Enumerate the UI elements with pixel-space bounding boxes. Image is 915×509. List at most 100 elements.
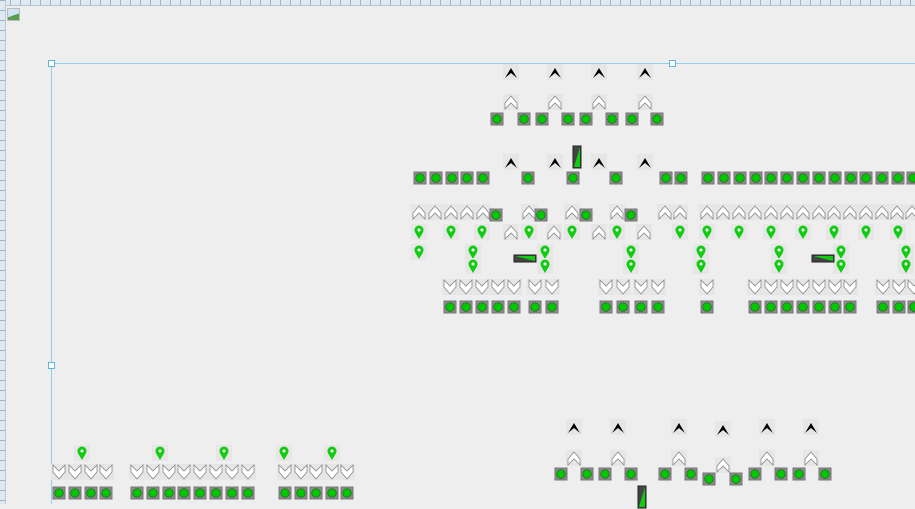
- chevron-down-white-icon[interactable]: [811, 279, 827, 295]
- chevron-up-black-icon[interactable]: [803, 419, 819, 435]
- map-pin-icon[interactable]: [411, 224, 427, 240]
- status-led-icon[interactable]: [779, 299, 795, 315]
- chevron-down-white-icon[interactable]: [145, 464, 161, 480]
- status-led-icon[interactable]: [763, 170, 779, 186]
- status-led-icon[interactable]: [544, 299, 560, 315]
- chevron-up-black-icon[interactable]: [759, 419, 775, 435]
- map-pin-icon[interactable]: [699, 224, 715, 240]
- chevron-up-white-icon[interactable]: [566, 450, 582, 466]
- chevron-down-white-icon[interactable]: [192, 464, 208, 480]
- status-led-icon[interactable]: [811, 170, 827, 186]
- chevron-down-white-icon[interactable]: [161, 464, 177, 480]
- status-led-icon[interactable]: [890, 170, 906, 186]
- chevron-up-white-icon[interactable]: [842, 204, 858, 220]
- status-led-icon[interactable]: [527, 299, 543, 315]
- chevron-down-white-icon[interactable]: [176, 464, 192, 480]
- status-led-icon[interactable]: [779, 170, 795, 186]
- map-pin-icon[interactable]: [898, 258, 914, 274]
- chevron-up-black-icon[interactable]: [591, 154, 607, 170]
- status-led-icon[interactable]: [905, 170, 915, 186]
- chevron-up-black-icon[interactable]: [503, 64, 519, 80]
- status-led-icon[interactable]: [459, 170, 475, 186]
- status-led-icon[interactable]: [657, 466, 673, 482]
- status-led-icon[interactable]: [506, 299, 522, 315]
- status-led-icon[interactable]: [516, 111, 532, 127]
- map-pin-icon[interactable]: [152, 445, 168, 461]
- status-led-icon[interactable]: [412, 170, 428, 186]
- status-led-icon[interactable]: [673, 170, 689, 186]
- map-pin-icon[interactable]: [564, 224, 580, 240]
- status-led-icon[interactable]: [624, 111, 640, 127]
- chevron-up-black-icon[interactable]: [566, 419, 582, 435]
- status-led-icon[interactable]: [608, 170, 624, 186]
- chevron-up-white-icon[interactable]: [591, 94, 607, 110]
- chevron-up-white-icon[interactable]: [411, 204, 427, 220]
- status-led-icon[interactable]: [843, 170, 859, 186]
- map-pin-icon[interactable]: [537, 244, 553, 260]
- chevron-up-white-icon[interactable]: [427, 204, 443, 220]
- status-led-icon[interactable]: [858, 170, 874, 186]
- chevron-down-white-icon[interactable]: [650, 279, 666, 295]
- chevron-down-white-icon[interactable]: [83, 464, 99, 480]
- chevron-up-white-icon[interactable]: [636, 224, 652, 240]
- chevron-up-white-icon[interactable]: [889, 204, 905, 220]
- chevron-down-white-icon[interactable]: [324, 464, 340, 480]
- chevron-down-white-icon[interactable]: [544, 279, 560, 295]
- status-led-icon[interactable]: [615, 299, 631, 315]
- map-pin-icon[interactable]: [465, 258, 481, 274]
- map-pin-icon[interactable]: [763, 224, 779, 240]
- status-led-icon[interactable]: [811, 299, 827, 315]
- chevron-down-white-icon[interactable]: [277, 464, 293, 480]
- chevron-up-white-icon[interactable]: [521, 204, 537, 220]
- status-led-icon[interactable]: [701, 471, 717, 487]
- level-bar-vertical-icon[interactable]: [637, 485, 647, 509]
- status-led-icon[interactable]: [442, 299, 458, 315]
- resize-handle[interactable]: [669, 60, 676, 67]
- status-led-icon[interactable]: [339, 485, 355, 501]
- chevron-up-white-icon[interactable]: [672, 204, 688, 220]
- chevron-down-white-icon[interactable]: [67, 464, 83, 480]
- status-led-icon[interactable]: [875, 299, 891, 315]
- status-led-icon[interactable]: [597, 466, 613, 482]
- status-led-icon[interactable]: [308, 485, 324, 501]
- status-led-icon[interactable]: [732, 170, 748, 186]
- chevron-up-black-icon[interactable]: [637, 154, 653, 170]
- chevron-down-white-icon[interactable]: [598, 279, 614, 295]
- level-bar-horizontal-icon[interactable]: [811, 254, 835, 264]
- status-led-icon[interactable]: [458, 299, 474, 315]
- status-led-icon[interactable]: [520, 170, 536, 186]
- status-led-icon[interactable]: [579, 466, 595, 482]
- chevron-up-white-icon[interactable]: [547, 94, 563, 110]
- map-pin-icon[interactable]: [731, 224, 747, 240]
- status-led-icon[interactable]: [192, 485, 208, 501]
- status-led-icon[interactable]: [906, 299, 915, 315]
- status-led-icon[interactable]: [891, 299, 907, 315]
- status-led-icon[interactable]: [598, 299, 614, 315]
- status-led-icon[interactable]: [489, 111, 505, 127]
- chevron-down-white-icon[interactable]: [224, 464, 240, 480]
- map-pin-icon[interactable]: [693, 258, 709, 274]
- chevron-down-white-icon[interactable]: [240, 464, 256, 480]
- map-pin-icon[interactable]: [795, 224, 811, 240]
- chevron-down-white-icon[interactable]: [827, 279, 843, 295]
- chevron-down-white-icon[interactable]: [339, 464, 355, 480]
- status-led-icon[interactable]: [650, 299, 666, 315]
- status-led-icon[interactable]: [51, 485, 67, 501]
- map-pin-icon[interactable]: [623, 258, 639, 274]
- map-pin-icon[interactable]: [623, 244, 639, 260]
- map-pin-icon[interactable]: [74, 445, 90, 461]
- status-led-icon[interactable]: [817, 466, 833, 482]
- chevron-down-white-icon[interactable]: [208, 464, 224, 480]
- chevron-up-white-icon[interactable]: [795, 204, 811, 220]
- chevron-up-white-icon[interactable]: [443, 204, 459, 220]
- chevron-down-white-icon[interactable]: [293, 464, 309, 480]
- status-led-icon[interactable]: [240, 485, 256, 501]
- map-pin-icon[interactable]: [672, 224, 688, 240]
- chevron-up-white-icon[interactable]: [657, 204, 673, 220]
- chevron-down-white-icon[interactable]: [795, 279, 811, 295]
- chevron-up-white-icon[interactable]: [759, 450, 775, 466]
- chevron-up-white-icon[interactable]: [591, 224, 607, 240]
- chevron-down-white-icon[interactable]: [779, 279, 795, 295]
- chevron-up-white-icon[interactable]: [475, 204, 491, 220]
- status-led-icon[interactable]: [293, 485, 309, 501]
